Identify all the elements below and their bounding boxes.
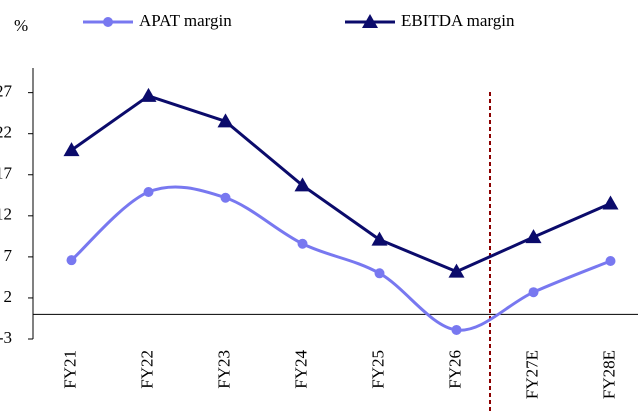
- x-tick-label: FY23: [214, 350, 233, 389]
- series-line: [70, 185, 612, 332]
- marker: [66, 255, 77, 266]
- y-tick-label: 2: [4, 287, 13, 306]
- legend-marker: [103, 17, 113, 27]
- x-tick-label: FY26: [445, 350, 464, 389]
- marker: [371, 231, 388, 246]
- marker: [448, 263, 465, 278]
- marker: [294, 177, 311, 192]
- marker: [63, 142, 80, 157]
- marker: [602, 195, 619, 210]
- marker: [374, 268, 385, 279]
- y-tick-label: 27: [0, 82, 13, 101]
- marker: [217, 113, 234, 128]
- marker: [297, 238, 308, 249]
- x-tick-label: FY21: [60, 350, 79, 389]
- y-tick-label: 7: [4, 246, 13, 265]
- marker: [605, 255, 616, 266]
- x-tick-label: FY25: [368, 350, 387, 389]
- y-tick-label: -3: [0, 328, 12, 347]
- marker: [140, 87, 157, 102]
- marker: [220, 192, 231, 203]
- marker: [528, 287, 539, 298]
- marker: [525, 229, 542, 244]
- x-tick-label: FY28E: [599, 350, 618, 399]
- series-line: [70, 94, 612, 274]
- legend-marker: [362, 14, 378, 28]
- x-tick-label: FY27E: [522, 350, 541, 399]
- y-tick-label: 17: [0, 164, 13, 183]
- marker: [143, 187, 154, 198]
- legend-label: EBITDA margin: [401, 11, 515, 30]
- y-tick-label: 22: [0, 123, 12, 142]
- y-tick-label: 12: [0, 205, 12, 224]
- x-tick-label: FY22: [137, 350, 156, 389]
- x-tick-label: FY24: [291, 350, 310, 389]
- unit-label: %: [14, 16, 28, 35]
- legend-label: APAT margin: [139, 11, 232, 30]
- marker: [451, 324, 462, 335]
